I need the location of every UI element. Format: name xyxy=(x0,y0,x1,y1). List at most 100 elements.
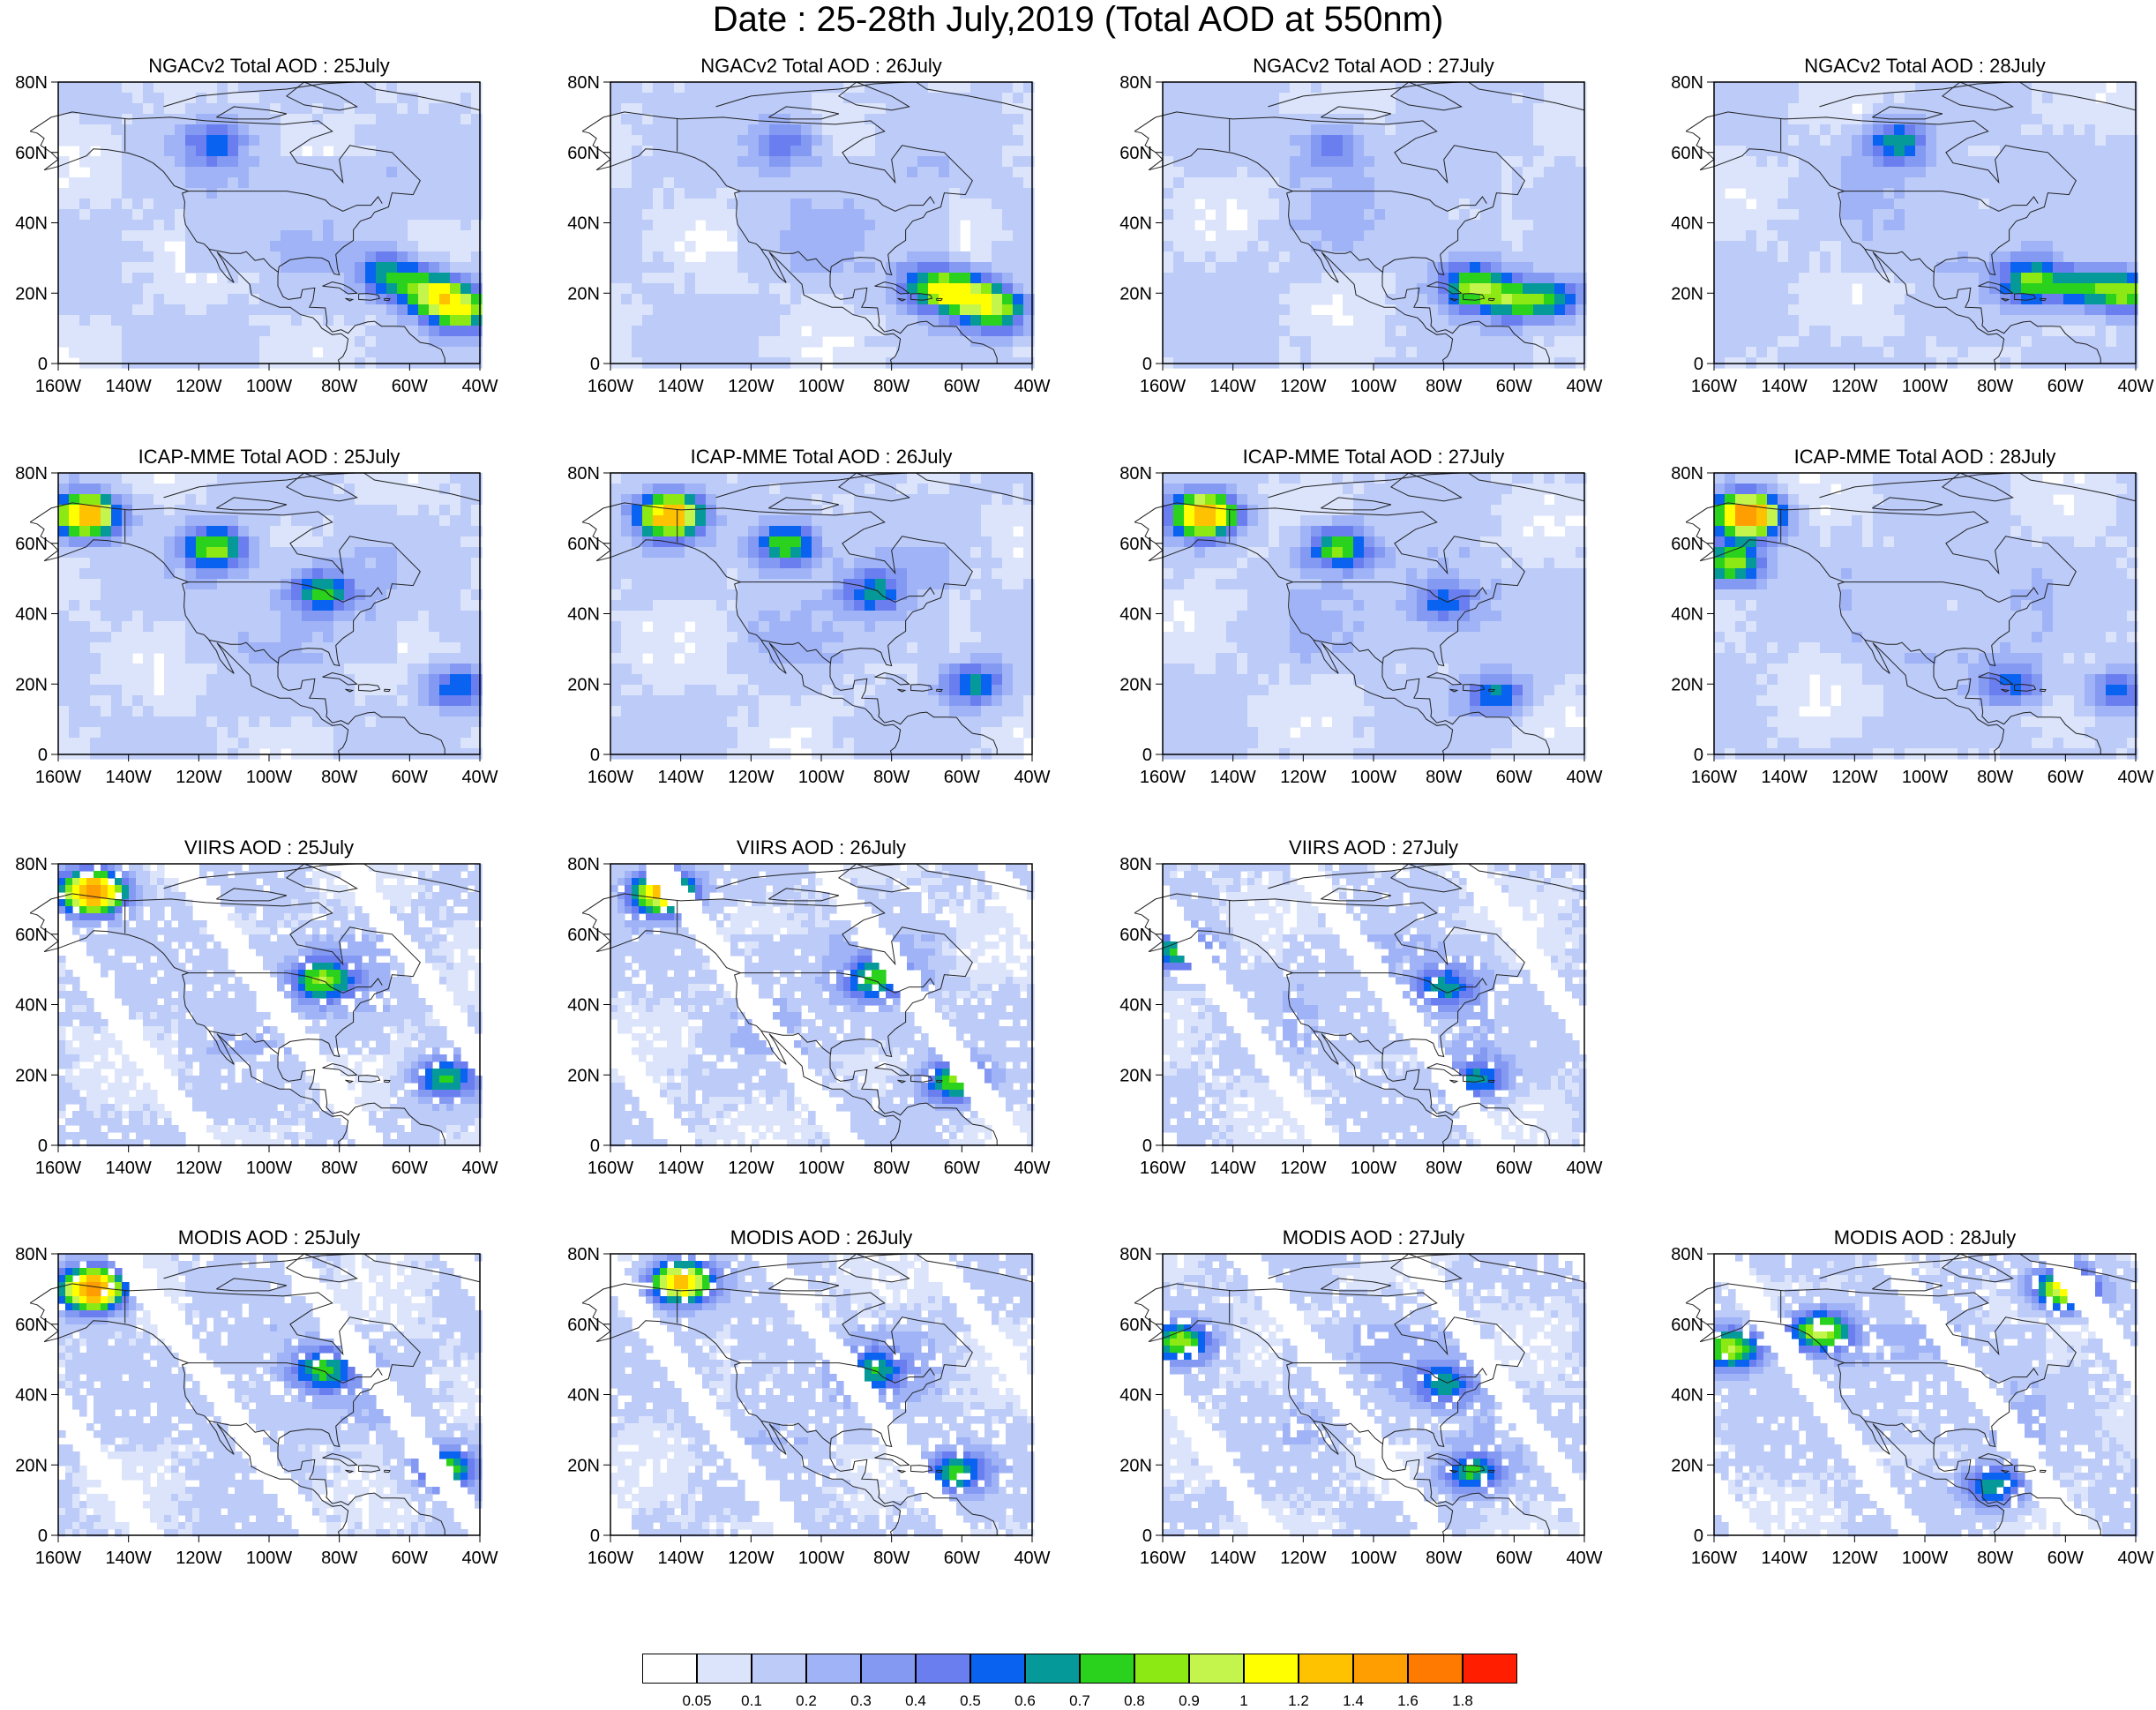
aod-cell xyxy=(1979,124,1990,136)
aod-cell xyxy=(1470,209,1481,221)
aod-cell xyxy=(685,241,696,252)
aod-cell xyxy=(90,547,101,559)
aod-cell xyxy=(737,304,749,316)
aod-cell xyxy=(727,283,738,295)
aod-cell xyxy=(408,326,419,337)
aod-cell xyxy=(716,209,728,221)
aod-cell xyxy=(132,484,144,495)
aod-cell xyxy=(323,304,334,316)
aod-cell xyxy=(132,230,144,242)
aod-cell xyxy=(1385,209,1396,221)
aod-cell xyxy=(695,347,707,358)
y-tick-label: 0 xyxy=(590,355,600,374)
aod-cell xyxy=(249,536,260,548)
aod-cell xyxy=(143,241,154,252)
aod-cell xyxy=(1788,347,1800,358)
aod-cell xyxy=(1396,262,1407,274)
aod-cell xyxy=(1290,347,1301,358)
aod-cell xyxy=(69,579,80,590)
aod-cell xyxy=(992,251,1003,263)
aod-cell xyxy=(1905,177,1916,189)
aod-cell xyxy=(1332,124,1344,136)
aod-cell xyxy=(907,177,918,189)
aod-cell xyxy=(790,251,802,263)
aod-cell xyxy=(355,505,366,516)
aod-cell xyxy=(1300,177,1312,189)
aod-cell xyxy=(2032,93,2043,104)
aod-cell xyxy=(632,103,643,115)
aod-cell xyxy=(822,135,834,146)
aod-cell xyxy=(196,156,207,168)
aod-cell xyxy=(833,326,844,337)
aod-cell xyxy=(801,177,812,189)
aod-cell xyxy=(228,294,239,305)
aod-cell xyxy=(397,146,408,157)
aod-cell xyxy=(1725,209,1736,221)
aod-cell xyxy=(706,188,717,199)
aod-cell xyxy=(69,251,80,263)
aod-cell xyxy=(1205,251,1216,263)
aod-cell xyxy=(228,177,239,189)
aod-cell xyxy=(270,167,281,178)
aod-cell xyxy=(90,124,101,136)
aod-cell xyxy=(460,188,472,199)
aod-cell xyxy=(1269,326,1280,337)
aod-cell xyxy=(1544,156,1555,168)
aod-cell xyxy=(759,230,770,242)
aod-cell xyxy=(1968,241,1980,252)
aod-cell xyxy=(949,124,961,136)
aod-cell xyxy=(69,611,80,622)
aod-cell xyxy=(2063,241,2075,252)
aod-cell xyxy=(281,347,292,358)
aod-cell xyxy=(1002,262,1014,274)
aod-cell xyxy=(674,177,685,189)
x-tick-label: 160W xyxy=(1691,377,1737,396)
aod-cell xyxy=(1449,82,1460,94)
aod-cell xyxy=(2010,199,2022,210)
aod-cell xyxy=(610,188,622,199)
aod-cell xyxy=(1544,167,1555,178)
aod-cell xyxy=(1523,273,1534,284)
aod-cell xyxy=(2042,103,2054,115)
aod-cell xyxy=(460,558,472,569)
aod-cell xyxy=(1385,347,1396,358)
aod-cell xyxy=(653,114,664,125)
aod-cell xyxy=(949,146,961,157)
aod-cell xyxy=(854,326,865,337)
aod-cell xyxy=(418,600,430,611)
aod-cell xyxy=(1311,177,1322,189)
aod-cell xyxy=(196,336,207,348)
aod-cell xyxy=(1714,103,1726,115)
aod-cell xyxy=(450,294,461,305)
aod-cell xyxy=(376,251,387,263)
aod-cell xyxy=(450,336,461,348)
aod-cell xyxy=(217,135,228,146)
aod-cell xyxy=(769,146,781,157)
aod-cell xyxy=(2116,146,2128,157)
aod-cell xyxy=(217,188,228,199)
aod-cell xyxy=(917,199,929,210)
aod-cell xyxy=(175,568,186,580)
aod-cell xyxy=(153,156,165,168)
aod-cell xyxy=(1438,124,1449,136)
aod-cell xyxy=(1979,347,1990,358)
aod-cell xyxy=(1725,135,1736,146)
coastline xyxy=(216,106,288,120)
aod-cell xyxy=(408,177,419,189)
aod-cell xyxy=(1321,336,1333,348)
aod-cell xyxy=(907,209,918,221)
aod-cell xyxy=(143,199,154,210)
aod-cell xyxy=(2085,251,2096,263)
aod-cell xyxy=(801,209,812,221)
aod-cell xyxy=(1163,283,1174,295)
aod-cell xyxy=(1512,336,1523,348)
aod-cell xyxy=(249,315,260,326)
aod-cell xyxy=(674,114,685,125)
aod-cell xyxy=(1841,294,1853,305)
aod-cell xyxy=(1353,251,1365,263)
aod-cell xyxy=(1968,347,1980,358)
aod-cell xyxy=(981,326,992,337)
aod-cell xyxy=(2063,124,2075,136)
aod-cell xyxy=(1279,283,1291,295)
aod-cell xyxy=(1512,326,1523,337)
